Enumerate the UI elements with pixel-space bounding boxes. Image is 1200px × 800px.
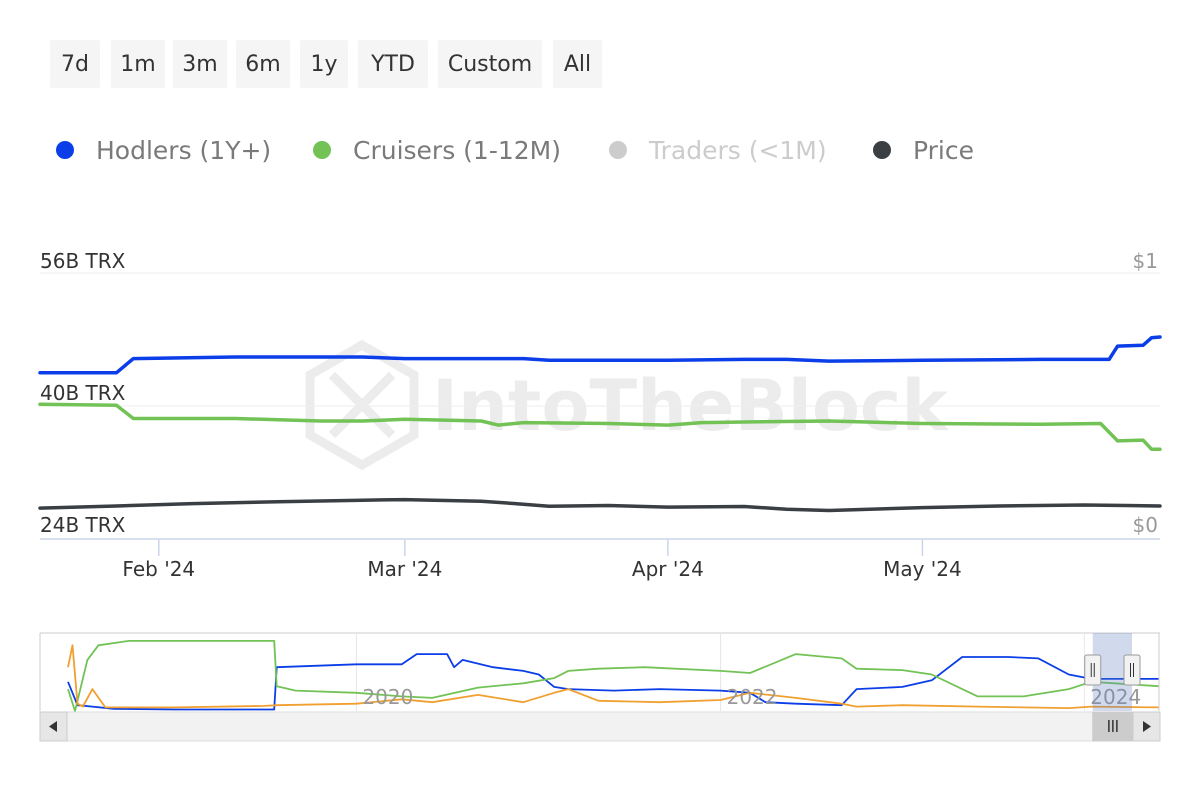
legend-item-traders[interactable]: Traders (<1M) <box>609 132 827 168</box>
series-line-hodlers-1y[interactable] <box>38 335 1162 375</box>
navigator-series-line-traders-1m <box>67 644 1159 709</box>
y-tick-label-left-40: 40B TRX <box>40 381 126 405</box>
range-button-1y[interactable]: 1y <box>300 40 348 88</box>
range-button-custom[interactable]: Custom <box>438 40 542 88</box>
arrow-right-icon <box>1143 721 1151 732</box>
scrollbar-right-arrow-button[interactable] <box>1132 711 1161 742</box>
range-button-3m[interactable]: 3m <box>173 40 227 88</box>
navigator-year-label: 2020 <box>362 685 413 709</box>
x-tick-label: Feb '24 <box>122 557 195 581</box>
navigator-series-line-hodlers-1y <box>67 653 1159 711</box>
legend-marker-cruisers <box>313 141 331 159</box>
y-axis-left: 56B TRX 40B TRX 24B TRX <box>40 249 126 537</box>
main-chart[interactable]: IntoTheBlock Feb '24 Mar '24 Apr '24 May '2… <box>0 0 1200 600</box>
legend-marker-traders <box>609 141 627 159</box>
x-tick-label: Apr '24 <box>632 557 704 581</box>
legend-item-cruisers[interactable]: Cruisers (1-12M) <box>313 132 561 168</box>
legend-label-traders: Traders (<1M) <box>649 135 827 165</box>
x-tick-label: Mar '24 <box>367 557 442 581</box>
range-button-6m[interactable]: 6m <box>236 40 290 88</box>
y-axis-right: $1 $0 <box>1133 249 1158 537</box>
y-tick-label-right-1: $1 <box>1133 249 1158 273</box>
watermark-logo-icon <box>305 339 419 471</box>
range-button-1m[interactable]: 1m <box>111 40 165 88</box>
navigator-series-line-cruisers-1-12m <box>67 640 1159 712</box>
navigator-series <box>67 640 1159 712</box>
legend-label-price: Price <box>913 135 974 165</box>
series-group <box>38 335 1162 513</box>
legend-item-price[interactable]: Price <box>873 132 974 168</box>
legend-label-hodlers: Hodlers (1Y+) <box>96 135 272 165</box>
scrollbar-left-arrow-button[interactable] <box>39 711 68 742</box>
series-line-cruisers-1-12m[interactable] <box>38 402 1162 451</box>
navigator-handle-right[interactable] <box>1123 654 1141 686</box>
navigator-year-labels: 2020 2022 2024 <box>362 685 1141 709</box>
legend-marker-price <box>873 141 891 159</box>
legend-item-hodlers[interactable]: Hodlers (1Y+) <box>56 132 271 168</box>
navigator-year-label: 2024 <box>1090 685 1141 709</box>
y-tick-label-left-24: 24B TRX <box>40 513 126 537</box>
arrow-left-icon <box>49 721 57 732</box>
y-tick-label-right-0: $0 <box>1133 513 1158 537</box>
x-axis-ticks: Feb '24 Mar '24 Apr '24 May '24 <box>122 539 962 581</box>
x-tick-label: May '24 <box>883 557 962 581</box>
scrollbar-grip-icon <box>1108 720 1118 732</box>
range-button-all[interactable]: All <box>553 40 602 88</box>
scrollbar-track[interactable] <box>39 711 1161 742</box>
navigator-year-label: 2022 <box>727 685 778 709</box>
legend-marker-hodlers <box>56 141 74 159</box>
legend-label-cruisers: Cruisers (1-12M) <box>353 135 561 165</box>
range-button-ytd[interactable]: YTD <box>358 40 428 88</box>
navigator-background <box>40 633 1160 711</box>
series-line-price[interactable] <box>38 497 1162 513</box>
navigator-handle-left[interactable] <box>1084 654 1102 686</box>
gridlines <box>40 272 1160 407</box>
y-tick-label-left-56: 56B TRX <box>40 249 126 273</box>
range-button-7d[interactable]: 7d <box>50 40 100 88</box>
watermark: IntoTheBlock <box>305 339 949 471</box>
